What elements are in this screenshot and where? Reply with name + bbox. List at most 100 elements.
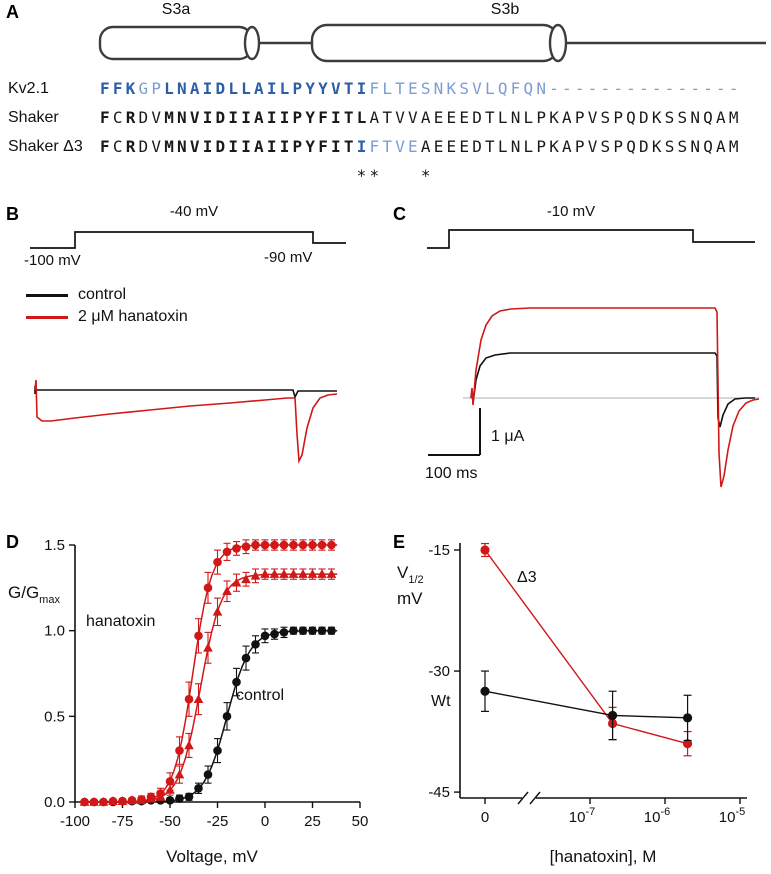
data-point	[241, 542, 251, 552]
data-point	[279, 628, 289, 637]
x-tick-label: 10-7	[569, 806, 595, 826]
sequence-segment: DV	[138, 108, 165, 127]
protocol-waveform	[30, 231, 346, 249]
x-axis-title: [hanatoxin], M	[550, 847, 657, 866]
sequence-segment: C	[112, 108, 126, 127]
data-point-triangle	[241, 574, 251, 584]
legend-text: 2 μM hanatoxin	[78, 308, 188, 325]
voltage-protocol-c: -10 mV	[427, 203, 755, 249]
sequence-text: FCRDVMNVIDIIAIIPYFITLATVVAEEEDTLNLPKAPVS…	[100, 108, 742, 127]
data-point	[260, 540, 270, 550]
sequence-segment: GP	[138, 79, 165, 98]
current-traces-c: 1 μA 100 ms	[425, 307, 760, 488]
x-axis-title: Voltage, mV	[166, 847, 258, 866]
y-axis-title: G/Gmax	[8, 583, 60, 606]
tail-voltage-label: -90 mV	[264, 249, 312, 266]
data-point-triangle	[174, 769, 185, 779]
data-point	[175, 794, 184, 803]
sequence-segment: C	[112, 137, 126, 156]
sequence-segment: FFK	[100, 79, 139, 98]
y-tick-label: -45	[428, 784, 450, 801]
x-tick-label: 0	[261, 813, 269, 830]
series-line	[484, 549, 688, 745]
data-point	[327, 626, 336, 635]
control-current-trace	[34, 386, 337, 400]
asterisk-marks: ** *	[100, 166, 434, 185]
data-point-triangle	[184, 740, 194, 750]
data-point	[317, 626, 327, 635]
sequence-text: FFKGPLNAIDLLAILPYYVTIFLTESNKSVLQFQN-----…	[100, 79, 742, 98]
data-point	[289, 540, 298, 550]
sequence-segment: ---------------	[549, 79, 742, 98]
sequence-row: Shaker FCRDVMNVIDIIAIIPYFITLATVVAEEEDTLNL…	[0, 105, 771, 134]
x-tick-label: 50	[352, 813, 369, 830]
data-point-triangle	[279, 569, 289, 578]
sequence-segment: FLTESNKSVLQFQN	[369, 79, 550, 98]
data-point	[232, 677, 241, 687]
panel-e: E V1/2 mV [hanatoxin], M -15 -30 -45 0 10-7 1…	[385, 530, 771, 874]
data-point	[194, 631, 203, 641]
s3b-cylinder	[310, 23, 568, 63]
step-voltage-label: -40 mV	[170, 203, 218, 220]
panel-b-letter: B	[6, 204, 19, 224]
hanatoxin-current-trace	[34, 379, 338, 464]
legend-item: control	[26, 284, 188, 306]
sequence-name: Kv2.1	[8, 80, 49, 97]
y-tick-label: -15	[428, 542, 450, 559]
data-point	[222, 712, 232, 721]
data-point	[480, 686, 490, 696]
axis-break-mark	[517, 791, 529, 805]
data-point-triangle	[193, 694, 204, 703]
data-point-triangle	[98, 797, 109, 806]
voltage-protocol-b: -40 mV -100 mV -90 mV	[24, 203, 346, 269]
data-point-triangle	[146, 793, 156, 803]
panel-c: C -10 mV 1 μA 100 ms	[385, 200, 771, 530]
data-point-triangle	[250, 570, 261, 580]
data-point	[203, 770, 213, 779]
sequence-segment: DV	[138, 137, 165, 156]
trace-legend: control 2 μM hanatoxin	[26, 284, 188, 328]
scalebar-time-label: 100 ms	[425, 465, 477, 482]
data-point-triangle	[127, 795, 137, 805]
chart-annotation: Δ3	[517, 569, 537, 586]
x-tick-label: 0	[481, 809, 489, 826]
chart-annotation: hanatoxin	[86, 613, 155, 630]
data-point-triangle	[222, 586, 232, 596]
data-point	[175, 746, 184, 755]
data-point	[270, 629, 279, 639]
data-point	[251, 540, 260, 550]
data-point	[298, 626, 308, 635]
sequence-segment: R	[125, 108, 139, 127]
sequence-segment: I	[356, 137, 370, 156]
data-point-triangle	[231, 577, 242, 587]
data-point	[298, 540, 308, 550]
data-point	[213, 557, 222, 567]
data-point	[327, 540, 336, 550]
data-point	[165, 777, 175, 786]
sequence-name: Shaker	[8, 109, 59, 126]
legend-text: control	[78, 286, 127, 303]
data-point-triangle	[269, 569, 280, 578]
legend-line	[26, 293, 68, 297]
asterisk-row: ** *	[0, 163, 771, 185]
data-point-triangle	[165, 785, 175, 794]
sequence-segment: F	[100, 108, 113, 127]
data-point	[480, 545, 490, 555]
sequence-alignment: Kv2.1 FFKGPLNAIDLLAILPYYVTIFLTESNKSVLQFQN…	[0, 76, 771, 185]
axes	[74, 545, 360, 803]
data-point	[194, 783, 203, 793]
data-point	[184, 694, 194, 704]
panel-c-letter: C	[393, 204, 406, 224]
y-tick-label: 1.5	[44, 537, 65, 554]
helix-diagram: S3a S3b	[98, 1, 766, 63]
x-tick-label: -50	[159, 813, 181, 830]
hanatoxin-current-trace	[470, 307, 760, 488]
y-axis-unit: mV	[397, 589, 423, 608]
holding-voltage-label: -100 mV	[24, 252, 81, 269]
data-point-triangle	[136, 795, 147, 805]
sequence-segment: F	[100, 137, 113, 156]
data-point-triangle	[317, 569, 327, 578]
data-point-triangle	[326, 569, 337, 578]
panel-e-letter: E	[393, 532, 406, 552]
data-point	[241, 653, 251, 663]
